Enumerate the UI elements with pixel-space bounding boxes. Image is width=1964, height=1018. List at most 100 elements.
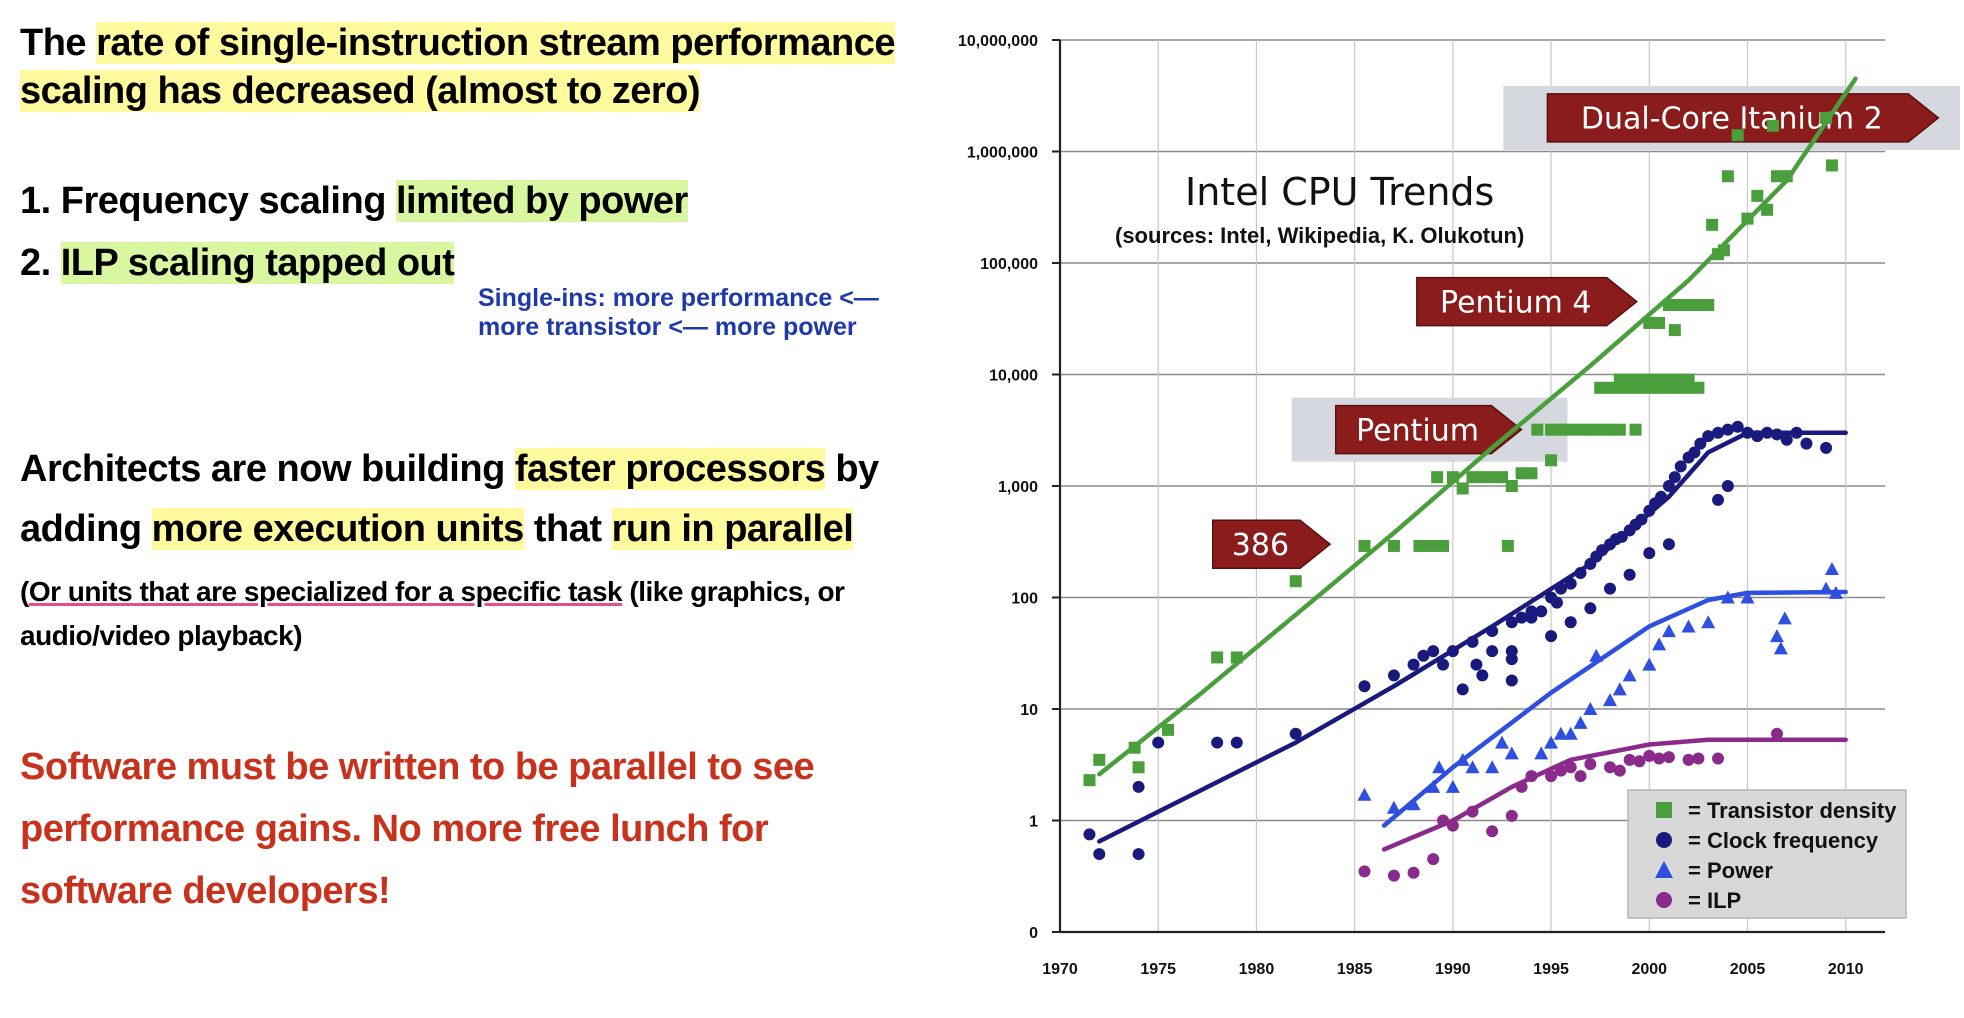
x-tick-label: 1995 (1533, 961, 1569, 978)
data-points (1083, 111, 1843, 882)
data-point (1574, 566, 1587, 579)
list-item-1-prefix: 1. Frequency scaling (20, 180, 396, 222)
data-point (1613, 764, 1626, 777)
data-point (1692, 381, 1705, 394)
x-tick-label: 1975 (1140, 961, 1176, 978)
data-point (1486, 645, 1499, 658)
data-point (1643, 316, 1656, 329)
data-point (1820, 441, 1833, 454)
data-point (1662, 373, 1675, 386)
data-point (1635, 513, 1648, 526)
data-point (1230, 651, 1243, 664)
data-point (1083, 774, 1096, 787)
data-point (1358, 680, 1371, 693)
data-point (1612, 682, 1627, 696)
data-point (1702, 430, 1715, 443)
architects-text-c: by (825, 448, 879, 490)
data-point (1407, 658, 1420, 671)
data-point (1720, 590, 1735, 604)
data-point (1584, 602, 1597, 615)
data-point (1357, 787, 1372, 801)
data-point (1425, 539, 1438, 552)
x-tick-label: 1980 (1239, 961, 1275, 978)
y-tick-label: 10,000,000 (958, 33, 1038, 50)
data-point (1682, 753, 1695, 766)
data-point (1603, 693, 1617, 707)
data-point (1643, 547, 1656, 560)
data-point (1604, 761, 1616, 774)
data-point (1358, 865, 1371, 878)
data-point (1132, 761, 1145, 774)
y-tick-label: 0 (1029, 925, 1038, 942)
data-point (1662, 751, 1675, 764)
chart-title: Intel CPU Trends (1185, 170, 1494, 214)
data-point (1554, 423, 1567, 436)
data-point (1534, 746, 1549, 760)
data-point (1494, 735, 1509, 749)
data-point (1643, 749, 1656, 762)
data-point (1564, 616, 1577, 629)
data-point (1694, 437, 1707, 450)
data-point (1828, 585, 1843, 599)
data-point (1767, 119, 1780, 132)
x-tick-label: 2000 (1631, 961, 1667, 978)
data-point (1721, 480, 1734, 492)
specialized-underlined: Or units that are specialized for a spec… (28, 576, 623, 607)
x-tick-label: 2010 (1828, 961, 1864, 978)
data-point (1437, 539, 1450, 552)
data-point (1211, 651, 1224, 664)
data-point (1413, 539, 1426, 552)
data-point (1761, 203, 1774, 216)
data-point (1515, 467, 1528, 480)
data-point (1682, 299, 1695, 312)
data-point (1741, 212, 1754, 225)
data-point (1531, 423, 1544, 436)
data-point (1456, 683, 1469, 696)
legend-label: = Transistor density (1688, 798, 1897, 823)
heading-line-2: scaling has decreased (almost to zero) (20, 70, 701, 113)
chart-axes (1052, 39, 1885, 934)
data-point (1083, 828, 1096, 841)
data-point (1770, 727, 1783, 740)
data-point (1790, 426, 1803, 439)
data-point (1093, 848, 1106, 861)
data-point (1358, 539, 1371, 552)
data-point (1688, 446, 1701, 459)
data-point (1573, 715, 1588, 729)
data-point (1426, 779, 1441, 793)
legend-label: = Clock frequency (1688, 828, 1879, 853)
specialized-tail: (like graphics, or (622, 576, 845, 607)
data-point (1545, 770, 1558, 783)
data-point (1604, 582, 1616, 595)
legend-marker (1656, 892, 1672, 908)
specialized-line-2: audio/video playback) (20, 620, 303, 652)
data-point (1662, 299, 1675, 312)
annotation-note: Single-ins: more performance <— more tra… (478, 284, 879, 342)
y-tick-label: 100,000 (980, 256, 1038, 273)
data-point (1132, 848, 1145, 861)
data-point (1825, 159, 1838, 172)
data-point (1432, 760, 1447, 774)
data-point (1505, 616, 1518, 629)
data-point (1731, 420, 1744, 433)
data-point (1583, 702, 1598, 715)
heading-highlight-1: rate of single-instruction stream perfor… (96, 22, 896, 64)
data-point (1623, 373, 1636, 386)
x-axis-ticks: 1970 1975 1980 1985 1990 1995 2000 2005 2010 (1042, 961, 1863, 978)
data-point (1629, 423, 1642, 436)
architects-highlight-faster: faster processors (514, 448, 826, 490)
data-point (1623, 753, 1636, 766)
data-point (1672, 373, 1685, 386)
data-point (1470, 658, 1483, 671)
architects-text-d: adding (20, 508, 152, 550)
data-point (1162, 723, 1175, 736)
trend-line (1097, 76, 1858, 777)
annotation-arrow (1334, 404, 1523, 455)
architects-highlight-parallel: run in parallel (611, 508, 854, 550)
data-point (1661, 624, 1676, 638)
data-point (1773, 641, 1788, 655)
data-point (1564, 423, 1577, 436)
data-point (1584, 423, 1597, 436)
data-point (1712, 426, 1725, 439)
annotation-arrow (1546, 93, 1940, 143)
